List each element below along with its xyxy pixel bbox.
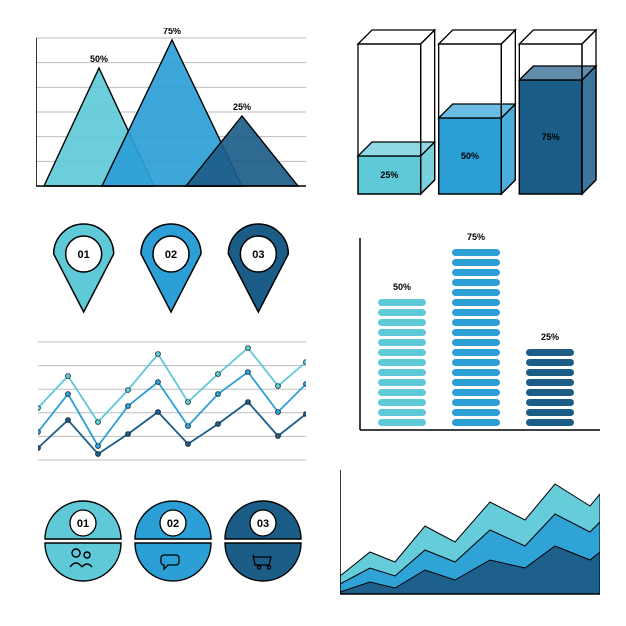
mountain-chart: 50% 75% 25% <box>36 28 306 198</box>
svg-text:03: 03 <box>252 249 264 261</box>
svg-text:01: 01 <box>78 249 90 261</box>
svg-text:01: 01 <box>77 518 89 530</box>
svg-text:50%: 50% <box>461 151 479 161</box>
svg-text:02: 02 <box>167 518 179 530</box>
svg-text:02: 02 <box>165 249 177 261</box>
svg-text:75%: 75% <box>163 28 181 36</box>
svg-text:75%: 75% <box>542 132 560 142</box>
segmented-bars: 50% 75% 25% <box>352 232 600 440</box>
svg-text:25%: 25% <box>380 170 398 180</box>
svg-text:03: 03 <box>257 518 269 530</box>
svg-text:75%: 75% <box>467 232 485 242</box>
svg-text:25%: 25% <box>233 102 251 112</box>
svg-text:50%: 50% <box>90 54 108 64</box>
pin-markers: 01 02 03 <box>40 220 302 320</box>
area-chart <box>340 466 600 596</box>
cuboid-bars: 25% 50% 75% <box>340 26 600 202</box>
half-circle-badges: 01 02 03 <box>38 486 308 596</box>
svg-text:50%: 50% <box>393 282 411 292</box>
line-chart <box>38 336 306 466</box>
svg-text:25%: 25% <box>541 332 559 342</box>
